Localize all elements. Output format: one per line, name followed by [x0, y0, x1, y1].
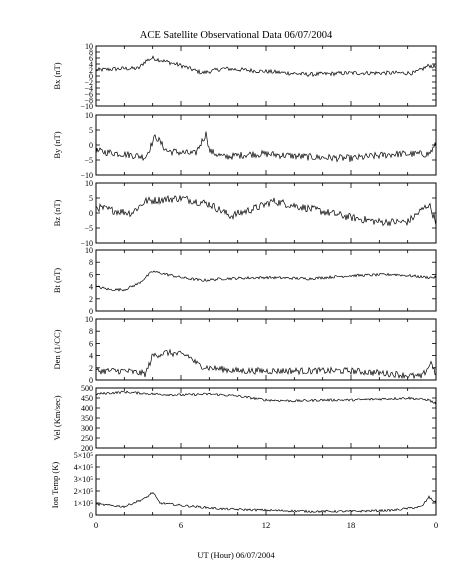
by-y-tick-label: 0 [89, 141, 93, 150]
bt-series-line [95, 270, 437, 292]
ion-temp-panel: 0 1×10⁵ 2×10⁵ 3×10⁵ 4×10⁵ 5×10⁵ Ion Temp (K) [50, 451, 437, 520]
bz-y-tick-label: −5 [84, 224, 93, 233]
bx-y-tick-label: 10 [85, 42, 93, 51]
density-y-tick-label: 8 [89, 327, 93, 336]
ion-temp-y-tick-label: 2×10⁵ [74, 487, 94, 496]
density-y-axis-label: Den (1/CC) [52, 329, 62, 369]
density-y-tick-label: 6 [89, 339, 93, 348]
bx-y-tick-label: −10 [80, 102, 93, 111]
by-y-tick-label: −5 [84, 156, 93, 165]
x-tick-label: 12 [262, 520, 271, 530]
x-tick-label: 18 [347, 520, 356, 530]
ion-temp-y-tick-label: 0 [89, 511, 93, 520]
bx-y-tick-label: −4 [84, 84, 93, 93]
bt-y-tick-label: 0 [89, 307, 93, 316]
bz-y-axis-label: Bz (nT) [52, 199, 62, 226]
density-y-tick-label: 2 [89, 364, 93, 373]
bz-series-line [95, 194, 437, 227]
bx-y-tick-label: 8 [89, 48, 93, 57]
bx-y-tick-label: −6 [84, 90, 93, 99]
bx-series-line [95, 55, 436, 78]
bx-y-tick-label: 4 [89, 60, 93, 69]
bt-panel: 0 2 4 6 8 10 Bt (nT) [52, 246, 437, 316]
velocity-y-tick-label: 200 [81, 444, 93, 453]
bx-y-tick-label: 6 [89, 54, 93, 63]
bt-y-tick-label: 6 [89, 270, 93, 279]
bx-y-tick-label: −2 [84, 78, 93, 87]
x-tick-label: 6 [179, 520, 183, 530]
velocity-y-axis-label: Vel (Km/sec) [52, 395, 62, 440]
bx-y-tick-label: 2 [89, 66, 93, 75]
ion-temp-y-tick-label: 5×10⁵ [74, 451, 94, 460]
velocity-y-tick-label: 500 [81, 384, 93, 393]
density-series-line [95, 348, 437, 380]
ion-temp-series-line [95, 492, 437, 514]
velocity-y-tick-label: 450 [81, 394, 93, 403]
density-y-tick-label: 4 [89, 352, 93, 361]
by-y-tick-label: 5 [89, 126, 93, 135]
bz-y-tick-label: −10 [80, 239, 93, 248]
bt-y-tick-label: 10 [85, 246, 93, 255]
density-y-tick-label: 0 [89, 376, 93, 385]
by-panel: −10 −5 0 5 10 By (nT) [52, 111, 437, 180]
bt-y-tick-label: 8 [89, 258, 93, 267]
bz-y-tick-label: 0 [89, 209, 93, 218]
bt-y-tick-label: 2 [89, 295, 93, 304]
velocity-y-tick-label: 400 [81, 404, 93, 413]
by-y-tick-label: −10 [80, 171, 93, 180]
by-y-axis-label: By (nT) [52, 131, 62, 158]
ion-temp-y-tick-label: 3×10⁵ [74, 475, 94, 484]
x-tick-label: 0 [434, 520, 438, 530]
figure-title: ACE Satellite Observational Data 06/07/2… [140, 30, 333, 41]
bz-y-tick-label: 10 [85, 179, 93, 188]
by-y-tick-label: 10 [85, 111, 93, 120]
x-tick-label: 0 [94, 520, 98, 530]
x-axis-label: UT (Hour) 06/07/2004 [197, 550, 275, 560]
density-y-tick-label: 10 [85, 315, 93, 324]
velocity-y-tick-label: 300 [81, 424, 93, 433]
density-panel: 0 2 4 6 8 10 Den (1/CC) [52, 315, 437, 385]
bt-y-tick-label: 4 [89, 283, 93, 292]
velocity-y-tick-label: 250 [81, 434, 93, 443]
velocity-y-tick-label: 350 [81, 414, 93, 423]
bz-y-tick-label: 5 [89, 194, 93, 203]
by-series-line [95, 131, 437, 163]
bx-y-axis-label: Bx (nT) [52, 62, 62, 89]
ion-temp-y-tick-label: 1×10⁵ [74, 499, 94, 508]
bx-y-tick-label: 0 [89, 72, 93, 81]
ion-temp-y-tick-label: 4×10⁵ [74, 463, 94, 472]
bz-panel: −10 −5 0 5 10 Bz (nT) [52, 179, 437, 248]
bt-y-axis-label: Bt (nT) [52, 268, 62, 293]
velocity-series-line [95, 390, 437, 406]
ion-temp-y-axis-label: Ion Temp (K) [50, 462, 60, 509]
bx-y-tick-label: −8 [84, 96, 93, 105]
